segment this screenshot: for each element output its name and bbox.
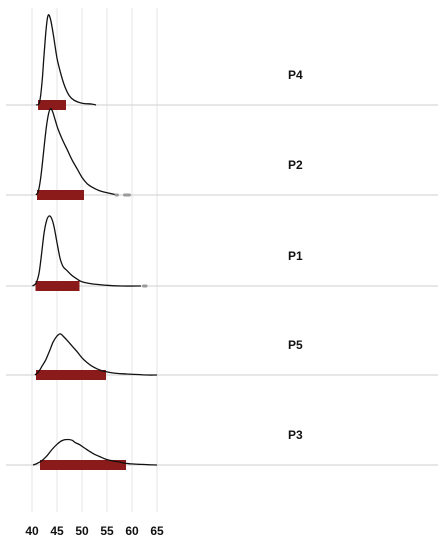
ridge-p1: P1 [6, 215, 438, 291]
x-tick-label: 55 [100, 524, 114, 538]
density-curve [34, 333, 158, 376]
interval-bar [36, 370, 106, 380]
interval-bar [37, 190, 84, 200]
density-curve [32, 438, 158, 466]
row-label: P4 [288, 68, 303, 82]
row-label: P5 [288, 338, 303, 352]
x-tick-label: 40 [25, 524, 39, 538]
density-curve [35, 14, 97, 106]
ridge-rows: P4 P2 P1 P5 P3 [6, 14, 438, 470]
interval-bar [40, 460, 126, 470]
row-label: P1 [288, 249, 303, 263]
x-axis: 40 45 50 55 60 65 [25, 524, 164, 538]
ridge-p5: P5 [6, 333, 438, 380]
density-curve [32, 215, 142, 287]
x-tick-label: 60 [125, 524, 139, 538]
interval-bar [35, 281, 80, 291]
x-tick-label: 65 [150, 524, 164, 538]
ridge-p2: P2 [6, 108, 438, 200]
row-label: P3 [288, 428, 303, 442]
interval-bar [38, 100, 66, 110]
x-tick-label: 45 [50, 524, 64, 538]
grid-lines [31, 8, 158, 512]
ridge-p4: P4 [6, 14, 438, 110]
x-tick-label: 50 [75, 524, 89, 538]
ridge-p3: P3 [6, 428, 438, 470]
density-curve [35, 108, 118, 196]
row-label: P2 [288, 158, 303, 172]
